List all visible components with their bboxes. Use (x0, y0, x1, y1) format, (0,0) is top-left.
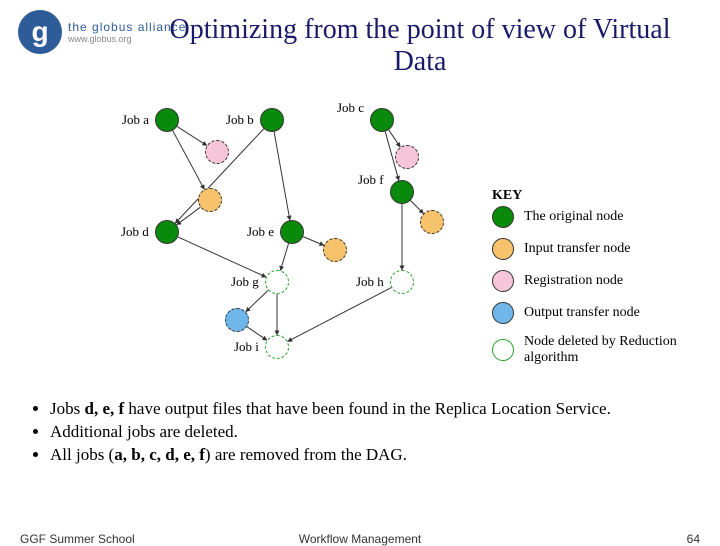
logo-mark (18, 10, 62, 54)
node-circle (155, 108, 179, 132)
node-label: Job c (337, 100, 364, 116)
edge (177, 207, 201, 225)
node-a_reg (205, 140, 229, 164)
node-c_reg (395, 145, 419, 169)
bullet-item: Additional jobs are deleted. (50, 421, 692, 444)
node-label: Job e (247, 224, 274, 240)
legend-text: Output transfer node (524, 305, 640, 321)
node-g_out (225, 308, 249, 332)
edge (303, 237, 324, 246)
node-circle (225, 308, 249, 332)
node-circle (420, 210, 444, 234)
node-e_in (323, 238, 347, 262)
legend-row: Node deleted by Reduction algorithm (492, 334, 692, 366)
legend-text: Registration node (524, 273, 623, 289)
node-c: Job c (337, 108, 394, 132)
legend-row: Input transfer node (492, 238, 692, 260)
page-title: Optimizing from the point of view of Vir… (160, 14, 680, 78)
node-d_in (198, 188, 222, 212)
edge (173, 131, 205, 190)
edge (177, 126, 207, 145)
legend-title: KEY (492, 188, 692, 204)
footer-center: Workflow Management (0, 532, 720, 546)
legend-row: Registration node (492, 270, 692, 292)
legend-text: Input transfer node (524, 241, 631, 257)
legend-swatch (492, 270, 514, 292)
node-f_in (420, 210, 444, 234)
node-label: Job g (231, 274, 259, 290)
node-circle (265, 335, 289, 359)
node-circle (323, 238, 347, 262)
legend-text: Node deleted by Reduction algorithm (524, 334, 692, 366)
legend-row: Output transfer node (492, 302, 692, 324)
legend-swatch (492, 206, 514, 228)
node-circle (260, 108, 284, 132)
node-circle (395, 145, 419, 169)
node-label: Job h (356, 274, 384, 290)
node-circle (370, 108, 394, 132)
node-h: Job h (356, 270, 414, 294)
edge (274, 132, 290, 220)
node-label: Job d (121, 224, 149, 240)
node-i: Job i (234, 335, 289, 359)
legend-swatch (492, 302, 514, 324)
node-e: Job e (247, 220, 304, 244)
node-circle (265, 270, 289, 294)
legend-swatch (492, 238, 514, 260)
legend: KEY The original node Input transfer node… (492, 188, 692, 376)
node-circle (390, 180, 414, 204)
node-label: Job b (226, 112, 254, 128)
node-a: Job a (122, 108, 179, 132)
legend-text: The original node (524, 209, 624, 225)
node-label: Job i (234, 339, 259, 355)
node-circle (198, 188, 222, 212)
bullet-list: Jobs d, e, f have output files that have… (28, 398, 692, 467)
edge (288, 288, 392, 342)
legend-swatch (492, 339, 514, 361)
node-f: Job f (358, 180, 414, 204)
node-circle (390, 270, 414, 294)
node-circle (280, 220, 304, 244)
node-g: Job g (231, 270, 289, 294)
node-label: Job f (358, 172, 384, 188)
node-circle (155, 220, 179, 244)
node-circle (205, 140, 229, 164)
node-d: Job d (121, 220, 179, 244)
bullet-item: Jobs d, e, f have output files that have… (50, 398, 692, 421)
footer-right: 64 (687, 532, 700, 546)
legend-row: The original node (492, 206, 692, 228)
node-b: Job b (226, 108, 284, 132)
edge (280, 243, 288, 270)
node-label: Job a (122, 112, 149, 128)
bullet-item: All jobs (a, b, c, d, e, f) are removed … (50, 444, 692, 467)
